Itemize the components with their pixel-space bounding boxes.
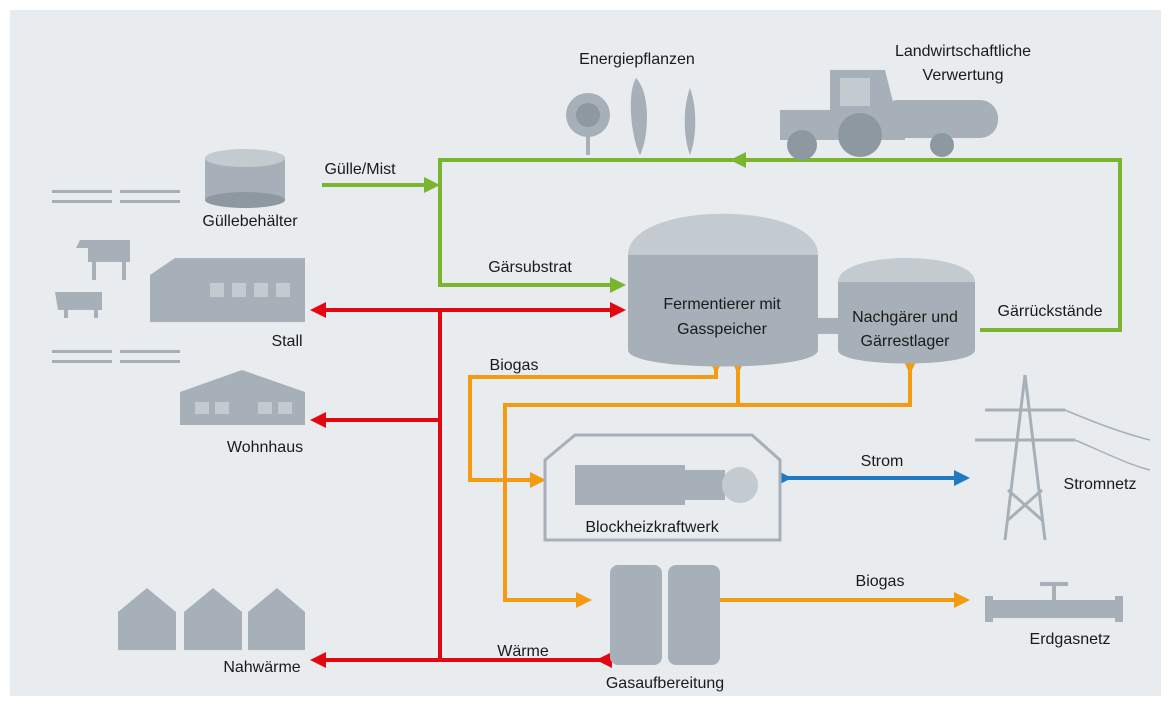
shape	[120, 350, 180, 353]
stall-icon	[150, 258, 305, 322]
shape	[120, 360, 180, 363]
shape	[722, 467, 758, 503]
flow-label: Strom	[861, 453, 904, 470]
shape	[52, 190, 112, 193]
node-label: Stall	[271, 333, 302, 350]
shape	[1040, 582, 1068, 586]
shape	[576, 103, 600, 127]
shape	[1052, 586, 1056, 600]
shape	[52, 200, 112, 203]
shape	[990, 600, 1120, 618]
shape	[210, 283, 224, 297]
node-label: Gasaufbereitung	[606, 675, 724, 692]
flow-label: Gülle/Mist	[324, 161, 396, 178]
flow-label: Biogas	[490, 357, 539, 374]
shape	[52, 360, 112, 363]
shape	[880, 100, 998, 138]
shape	[205, 149, 285, 167]
shape	[930, 133, 954, 157]
node-label: Energiepflanzen	[579, 51, 695, 68]
shape	[278, 402, 292, 414]
node-label: Erdgasnetz	[1030, 631, 1111, 648]
shape	[668, 565, 720, 665]
shape	[586, 135, 590, 155]
shape	[840, 78, 870, 106]
node-label: Blockheizkraftwerk	[585, 519, 719, 536]
shape	[610, 565, 662, 665]
shape	[818, 318, 840, 334]
houses-icon	[118, 588, 305, 650]
flow-label: Gärrückstände	[998, 303, 1103, 320]
shape	[985, 596, 993, 622]
shape	[258, 402, 272, 414]
shape	[120, 200, 180, 203]
shape	[1115, 596, 1123, 622]
shape	[232, 283, 246, 297]
node-label: Nachgärer und	[852, 309, 958, 326]
shape	[195, 402, 209, 414]
flow-label: Gärsubstrat	[488, 259, 572, 276]
flow-label: Wärme	[497, 643, 549, 660]
node-label: Gasspeicher	[677, 321, 767, 338]
node-label: Wohnhaus	[227, 439, 303, 456]
flow-label: Biogas	[856, 573, 905, 590]
shape	[205, 192, 285, 208]
tank-icon	[205, 149, 285, 208]
shape	[685, 470, 725, 500]
shape	[575, 465, 685, 505]
shape	[52, 350, 112, 353]
node-label: Güllebehälter	[202, 213, 298, 230]
shape	[276, 283, 290, 297]
shape	[120, 190, 180, 193]
shape	[254, 283, 268, 297]
node-label: Fermentierer mit	[663, 296, 781, 313]
node-label: Verwertung	[923, 67, 1004, 84]
node-label: Stromnetz	[1064, 476, 1137, 493]
diagram: Energiepflanzen Landwirtschaftliche Verw…	[0, 0, 1171, 711]
node-label: Gärrestlager	[861, 333, 951, 350]
node-label: Nahwärme	[223, 659, 300, 676]
shape	[787, 130, 817, 160]
node-label: Landwirtschaftliche	[895, 43, 1031, 60]
shape	[215, 402, 229, 414]
shape	[838, 113, 882, 157]
